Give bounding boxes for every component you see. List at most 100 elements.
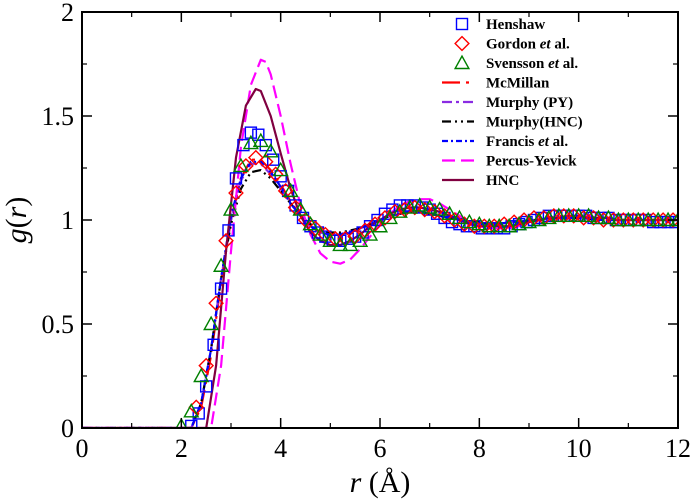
legend-item-francis-et-al: Francis et al.: [442, 134, 568, 150]
series-gordon-et-al: [188, 149, 678, 416]
data-point-svensson-et-al: [302, 215, 319, 231]
series-francis-et-al: [82, 160, 678, 428]
data-point-svensson-et-al: [461, 213, 478, 229]
legend-label-hnc: HNC: [486, 173, 519, 189]
x-tick-label: 4: [274, 434, 287, 463]
data-point-svensson-et-al: [371, 217, 389, 233]
series-line-murphy-py: [82, 162, 678, 428]
data-point-gordon-et-al: [416, 201, 433, 218]
legend-item-murphy-py: Murphy (PY): [442, 95, 573, 111]
data-point-svensson-et-al: [431, 201, 448, 216]
x-tick-label: 12: [665, 434, 691, 463]
data-point-svensson-et-al: [213, 257, 230, 272]
legend-swatch-henshaw: [455, 17, 469, 31]
data-point-svensson-et-al: [411, 197, 428, 212]
data-point-svensson-et-al: [630, 211, 647, 227]
data-point-svensson-et-al: [580, 207, 597, 223]
data-point-gordon-et-al: [406, 199, 423, 216]
data-point-henshaw: [214, 282, 228, 295]
data-point-svensson-et-al: [540, 209, 557, 225]
data-point-svensson-et-al: [471, 215, 488, 231]
data-point-svensson-et-al: [322, 232, 339, 248]
data-point-svensson-et-al: [175, 417, 188, 428]
data-point-svensson-et-al: [282, 182, 299, 198]
x-axis-title-unit: (Å): [361, 466, 410, 499]
data-point-svensson-et-al: [520, 213, 538, 229]
data-point-svensson-et-al: [203, 315, 220, 331]
legend-label-gordon-et-al: Gordon et al.: [486, 37, 570, 53]
data-point-gordon-et-al: [267, 166, 284, 183]
data-point-svensson-et-al: [242, 134, 259, 150]
data-point-svensson-et-al: [401, 199, 418, 214]
data-point-svensson-et-al: [640, 211, 657, 227]
series-percus-yevick: [82, 58, 678, 428]
data-point-henshaw: [274, 170, 287, 183]
x-tick-label: 2: [175, 434, 188, 463]
x-axis-title: r (Å): [350, 466, 411, 499]
data-point-henshaw: [192, 407, 205, 420]
y-tick-label: 1: [61, 206, 74, 235]
legend-label-francis-et-al: Francis et al.: [486, 134, 568, 150]
data-point-svensson-et-al: [252, 132, 269, 148]
data-point-svensson-et-al: [650, 211, 667, 227]
data-point-svensson-et-al: [511, 215, 528, 231]
legend-item-mcmillan: McMillan: [442, 76, 550, 92]
x-axis-title-var: r: [350, 466, 362, 499]
data-point-gordon-et-al: [228, 185, 244, 201]
data-point-svensson-et-al: [272, 161, 289, 177]
data-point-henshaw: [229, 172, 243, 185]
data-point-gordon-et-al: [565, 207, 582, 224]
series-line-percus-yevick: [82, 58, 678, 428]
data-point-gordon-et-al: [208, 295, 224, 312]
data-point-gordon-et-al: [486, 218, 503, 235]
data-point-gordon-et-al: [436, 207, 453, 224]
legend-item-hnc: HNC: [442, 173, 519, 189]
data-point-gordon-et-al: [277, 183, 294, 199]
data-point-svensson-et-al: [451, 209, 468, 225]
data-point-svensson-et-al: [292, 201, 309, 216]
x-tick-label: 10: [566, 434, 592, 463]
series-layer: [82, 58, 678, 428]
data-point-henshaw: [207, 338, 220, 351]
data-point-svensson-et-al: [600, 209, 617, 225]
y-axis-title: g(r): [0, 197, 33, 244]
data-point-svensson-et-al: [362, 226, 379, 241]
data-point-gordon-et-al: [496, 216, 513, 233]
legend-label-percus-yevick: Percus-Yevick: [486, 154, 577, 170]
legend-label-henshaw: Henshaw: [486, 17, 545, 33]
legend-item-percus-yevick: Percus-Yevick: [442, 154, 577, 170]
data-point-gordon-et-al: [377, 210, 393, 226]
legend-item-gordon-et-al: Gordon et al.: [454, 35, 570, 53]
data-point-svensson-et-al: [232, 157, 249, 173]
legend-item-henshaw: Henshaw: [455, 17, 545, 33]
series-svensson-et-al: [175, 132, 678, 428]
y-tick-label: 0: [61, 414, 74, 443]
legend-label-mcmillan: McMillan: [486, 76, 550, 92]
data-point-gordon-et-al: [218, 232, 234, 249]
x-tick-label: 6: [374, 434, 387, 463]
legend-label-murphy-hnc: Murphy(HNC): [486, 115, 583, 131]
data-point-svensson-et-al: [570, 207, 587, 223]
legend: Henshaw Gordon et al. Svensson et al. McMil…: [442, 17, 583, 189]
data-point-henshaw: [244, 126, 258, 139]
data-point-gordon-et-al: [446, 212, 463, 228]
data-point-svensson-et-al: [610, 211, 627, 227]
data-point-svensson-et-al: [491, 217, 508, 233]
data-point-svensson-et-al: [262, 143, 279, 158]
series-murphy-py: [82, 162, 678, 428]
legend-swatch-gordon-et-al: [454, 35, 470, 52]
data-point-svensson-et-al: [421, 199, 438, 214]
data-point-gordon-et-al: [367, 216, 383, 233]
data-point-svensson-et-al: [590, 209, 607, 225]
data-point-svensson-et-al: [183, 403, 200, 418]
data-point-gordon-et-al: [257, 153, 274, 170]
legend-swatch-svensson-et-al: [453, 54, 471, 70]
data-point-svensson-et-al: [193, 367, 210, 383]
data-point-svensson-et-al: [530, 211, 547, 227]
data-point-svensson-et-al: [332, 236, 349, 252]
series-hnc: [82, 87, 678, 428]
data-point-gordon-et-al: [238, 158, 254, 174]
y-tick-label: 0.5: [42, 310, 75, 339]
data-point-gordon-et-al: [247, 149, 264, 166]
